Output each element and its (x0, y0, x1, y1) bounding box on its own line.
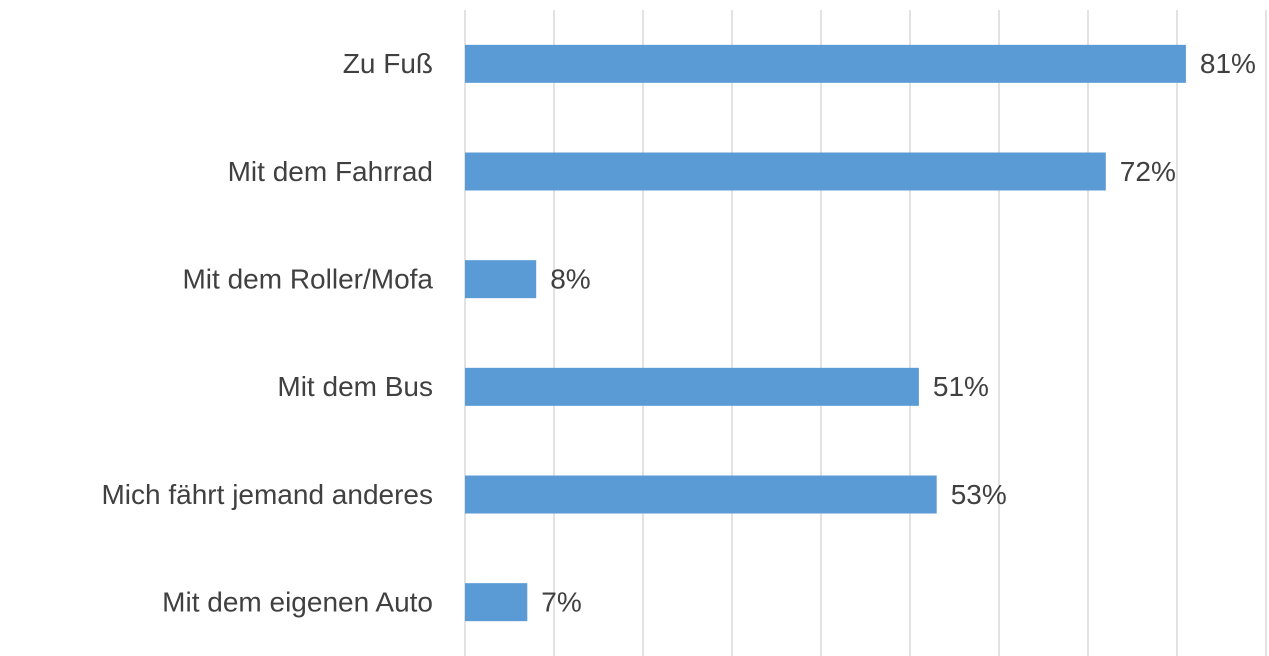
value-label: 7% (541, 587, 581, 618)
bar (465, 475, 937, 514)
bar (465, 44, 1186, 83)
y-tick-label: Mit dem Fahrrad (228, 156, 433, 187)
bar (465, 367, 919, 406)
value-label: 72% (1120, 156, 1176, 187)
value-label: 53% (951, 479, 1007, 510)
y-tick-label: Mich fährt jemand anderes (101, 479, 433, 510)
bar (465, 260, 537, 299)
y-tick-label: Zu Fuß (343, 48, 433, 79)
bar (465, 152, 1106, 191)
y-tick-label: Mit dem eigenen Auto (162, 587, 433, 618)
bar (465, 583, 528, 622)
value-label: 8% (550, 264, 590, 295)
y-tick-label: Mit dem Bus (277, 371, 433, 402)
value-label: 81% (1200, 48, 1256, 79)
y-tick-label: Mit dem Roller/Mofa (182, 264, 433, 295)
value-label: 51% (933, 371, 989, 402)
